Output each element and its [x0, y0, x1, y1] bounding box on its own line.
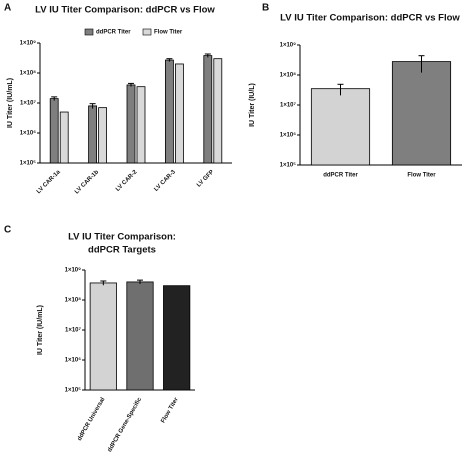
y-tick-label: 1×10⁷ — [65, 328, 82, 334]
legend-label: Flow Titer — [154, 30, 183, 36]
x-tick-label: LV GFP — [196, 169, 215, 188]
y-tick-label: 1×10⁹ — [65, 268, 82, 274]
x-tick-label: ddPCR Universal — [77, 397, 107, 442]
panel-label: C — [4, 225, 11, 236]
y-tick-label: 1×10⁶ — [65, 358, 82, 364]
chart-title: LV IU Titer Comparison: — [68, 232, 176, 243]
x-tick-label: LV CAR-1a — [36, 169, 62, 195]
bar — [126, 281, 154, 391]
x-tick-label: LV CAR-2 — [115, 169, 139, 193]
x-tick-label: LV CAR-3 — [153, 169, 177, 193]
chart-title: LV IU Titer Comparison: ddPCR vs Flow — [280, 13, 460, 24]
legend-swatch — [84, 28, 94, 36]
y-tick-label: 1×10⁹ — [20, 41, 37, 47]
panel-label: A — [4, 3, 11, 14]
panel-label: B — [262, 3, 269, 14]
bar — [126, 84, 136, 164]
y-axis-label: IU Titer (IU/mL) — [37, 305, 44, 355]
y-tick-label: 1×10⁸ — [65, 298, 82, 304]
y-tick-label: 1×10⁹ — [280, 43, 297, 49]
bar — [136, 86, 146, 164]
y-tick-label: 1×10⁶ — [280, 133, 297, 139]
y-tick-label: 1×10⁶ — [20, 131, 37, 137]
x-tick-label: ddPCR Titer — [323, 173, 358, 179]
x-tick-label: LV CAR-1b — [74, 169, 100, 195]
bar — [164, 59, 174, 164]
y-tick-label: 1×10⁸ — [20, 71, 37, 77]
y-tick-label: 1×10⁵ — [65, 388, 82, 394]
y-tick-label: 1×10⁷ — [280, 103, 297, 109]
chart-title: LV IU Titer Comparison: ddPCR vs Flow — [35, 5, 215, 16]
bar — [213, 58, 223, 164]
bar — [88, 105, 97, 164]
bar — [89, 282, 117, 391]
y-tick-label: 1×10⁷ — [20, 101, 37, 107]
x-tick-label: Flow Titer — [407, 173, 436, 179]
bar — [174, 63, 184, 164]
y-axis-label: IU Titer (IU/mL) — [7, 78, 14, 128]
bar — [310, 88, 371, 166]
bar — [163, 285, 191, 391]
bar — [49, 98, 59, 164]
y-tick-label: 1×10⁵ — [20, 161, 37, 167]
bar — [98, 107, 107, 164]
y-axis-label: IU Titer (IU/L) — [249, 83, 256, 127]
y-tick-label: 1×10⁵ — [280, 163, 297, 169]
x-tick-label: Flow Titer — [160, 396, 180, 424]
chart-title: ddPCR Targets — [88, 245, 156, 256]
bar — [59, 111, 69, 164]
legend-swatch — [142, 28, 152, 36]
legend-label: ddPCR Titer — [96, 30, 131, 36]
bar — [203, 55, 213, 164]
bar — [391, 61, 452, 166]
x-tick-label: ddPCR Gene-Specific — [107, 396, 143, 453]
y-tick-label: 1×10⁸ — [280, 73, 297, 79]
